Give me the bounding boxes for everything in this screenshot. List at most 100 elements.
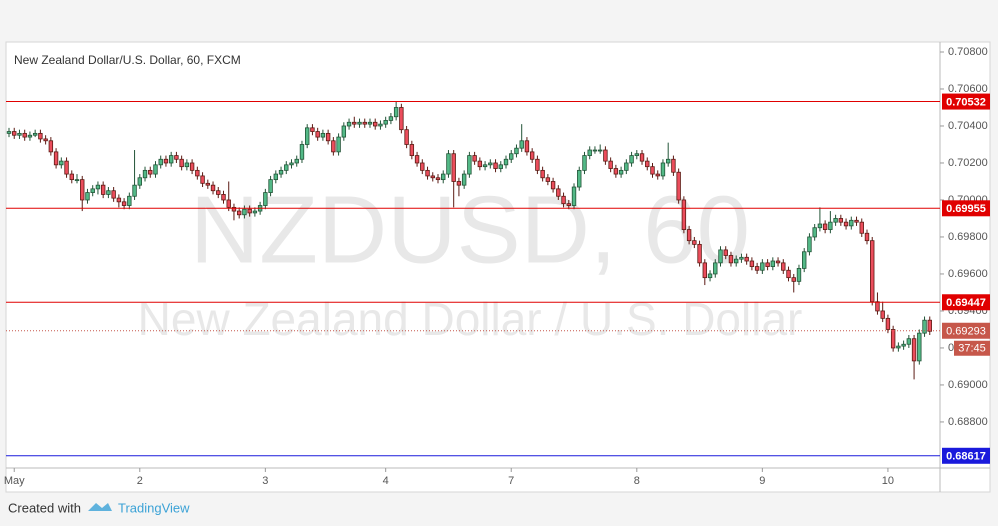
candle-body bbox=[346, 121, 352, 127]
candle-body bbox=[268, 179, 273, 193]
candle-body bbox=[352, 121, 357, 125]
candle-body bbox=[189, 162, 195, 171]
candle-body bbox=[582, 155, 587, 171]
candle-body bbox=[493, 162, 498, 169]
candle-body bbox=[12, 131, 17, 136]
candle-body bbox=[519, 140, 524, 149]
candle-body bbox=[875, 301, 880, 312]
candle-body bbox=[812, 227, 817, 238]
candle-body bbox=[163, 158, 169, 164]
candle-body bbox=[148, 169, 153, 175]
candle-body bbox=[221, 194, 226, 201]
candle-body bbox=[655, 173, 660, 177]
candle-body bbox=[373, 121, 378, 127]
candle-body bbox=[733, 258, 739, 264]
candle-body bbox=[906, 338, 912, 345]
candle-body bbox=[127, 195, 132, 206]
candle-body bbox=[226, 199, 231, 208]
y-tick-label: 0.69000 bbox=[948, 379, 988, 391]
candle-body bbox=[707, 273, 713, 279]
x-tick-label: May bbox=[4, 475, 25, 487]
countdown-box bbox=[954, 340, 990, 356]
last-price-box bbox=[942, 322, 990, 339]
price-label: 0.70532 bbox=[946, 96, 986, 108]
candle-body bbox=[849, 219, 854, 227]
candle-body bbox=[142, 169, 148, 179]
candle-body bbox=[95, 184, 101, 190]
candle-body bbox=[158, 158, 163, 166]
candle-body bbox=[195, 169, 200, 177]
candle-body bbox=[603, 149, 608, 162]
x-tick-label: 7 bbox=[508, 475, 514, 487]
candle-body bbox=[477, 160, 483, 168]
candle-body bbox=[650, 166, 655, 175]
candle-body bbox=[121, 201, 127, 206]
candle-body bbox=[53, 151, 59, 166]
candle-body bbox=[660, 162, 666, 177]
candle-body bbox=[472, 155, 477, 162]
candle-body bbox=[430, 175, 435, 179]
candle-body bbox=[509, 153, 514, 160]
candle-body bbox=[618, 169, 624, 175]
candle-body bbox=[231, 206, 237, 212]
candle-body bbox=[278, 169, 284, 175]
brand-link[interactable]: TradingView bbox=[118, 500, 190, 515]
candle-body bbox=[765, 262, 770, 267]
candle-body bbox=[807, 236, 812, 253]
x-tick-label: 10 bbox=[882, 475, 894, 487]
brand-logo bbox=[88, 503, 112, 511]
candle-body bbox=[718, 249, 723, 264]
candle-body bbox=[6, 131, 12, 134]
candle-body bbox=[639, 153, 645, 162]
candle-body bbox=[273, 173, 279, 181]
footer-text: Created with bbox=[8, 500, 81, 515]
candle-body bbox=[184, 162, 190, 168]
candle-body bbox=[524, 140, 530, 153]
candle-body bbox=[880, 310, 885, 319]
candle-body bbox=[556, 188, 561, 197]
candle-body bbox=[111, 190, 116, 199]
candle-body bbox=[802, 251, 807, 269]
candle-body bbox=[890, 329, 896, 349]
candle-body bbox=[577, 169, 582, 188]
price-label-box bbox=[942, 447, 990, 464]
candle-body bbox=[420, 162, 425, 171]
candle-body bbox=[85, 192, 90, 201]
candle-body bbox=[540, 169, 545, 179]
candle-body bbox=[210, 184, 216, 192]
candle-body bbox=[168, 155, 174, 164]
candle-body bbox=[828, 221, 833, 230]
candle-body bbox=[566, 203, 571, 206]
price-label: 0.69955 bbox=[946, 203, 986, 215]
y-tick-label: 0.70200 bbox=[948, 157, 988, 169]
candle-body bbox=[482, 164, 488, 168]
candle-body bbox=[686, 229, 692, 242]
candle-body bbox=[665, 158, 671, 164]
candle-body bbox=[488, 162, 493, 166]
candle-body bbox=[310, 127, 315, 132]
candle-body bbox=[613, 168, 619, 175]
candle-body bbox=[216, 190, 221, 195]
candle-body bbox=[629, 155, 634, 164]
candle-body bbox=[205, 182, 211, 186]
y-tick-label: 0.69600 bbox=[948, 268, 988, 280]
candle-body bbox=[414, 155, 420, 164]
candle-body bbox=[446, 153, 451, 175]
candle-body bbox=[514, 147, 519, 155]
candle-body bbox=[781, 262, 786, 271]
candle-body bbox=[48, 140, 54, 153]
candle-body bbox=[90, 188, 95, 193]
candle-body bbox=[634, 153, 639, 156]
candle-body bbox=[624, 162, 629, 171]
candle-body bbox=[336, 136, 341, 153]
candle-body bbox=[451, 153, 456, 182]
watermark: NZDUSD, 60 bbox=[190, 176, 750, 283]
candle-body bbox=[27, 134, 33, 138]
candle-body bbox=[770, 260, 776, 267]
chart-title: New Zealand Dollar/U.S. Dollar, 60, FXCM bbox=[14, 53, 241, 67]
candle-body bbox=[592, 149, 598, 152]
price-label-box bbox=[942, 200, 990, 217]
candle-body bbox=[786, 269, 791, 279]
x-tick-label: 4 bbox=[383, 475, 389, 487]
